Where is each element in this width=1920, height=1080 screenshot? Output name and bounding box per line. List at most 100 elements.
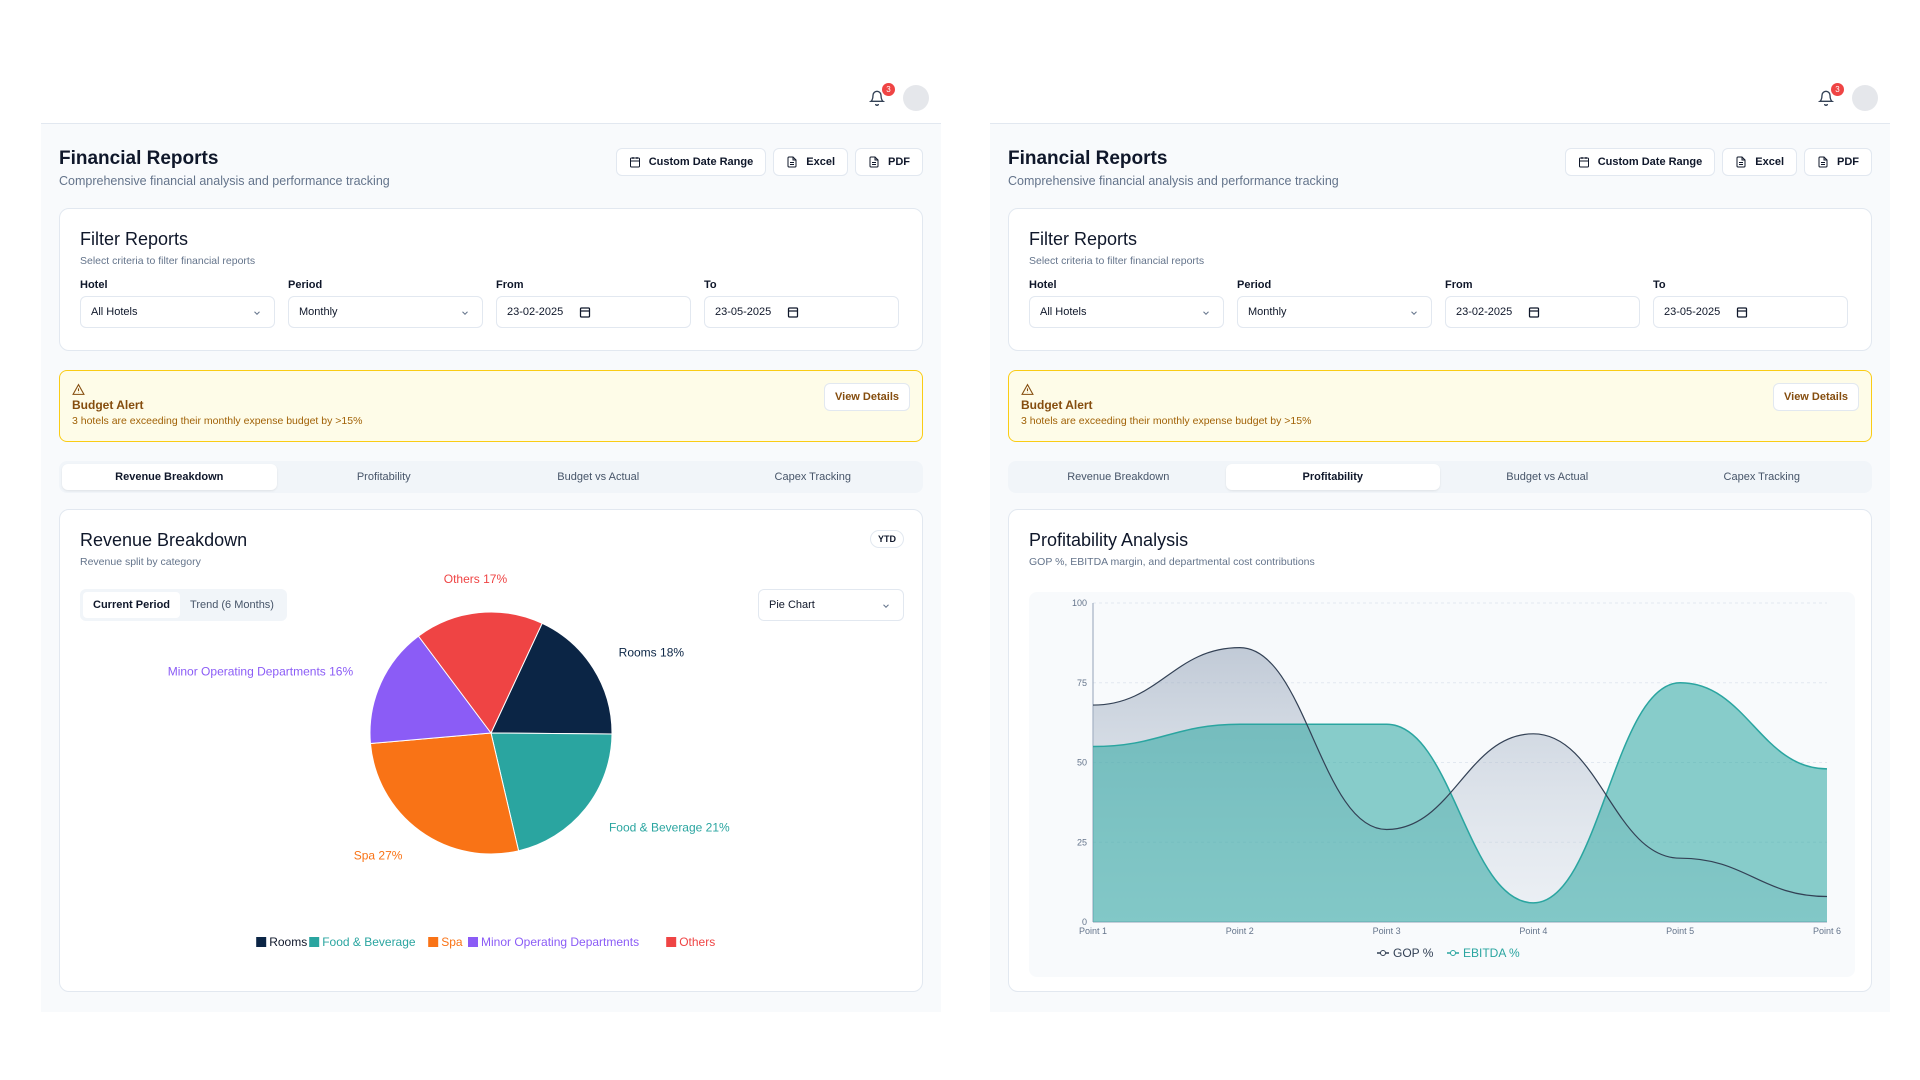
pdf-label: PDF: [888, 156, 910, 168]
excel-label: Excel: [1755, 156, 1784, 168]
to-field: To 23-05-2025: [704, 279, 899, 328]
hotel-label: Hotel: [80, 279, 108, 291]
from-date-input[interactable]: 23-02-2025: [1445, 296, 1640, 328]
pie-slice-rooms[interactable]: [490, 622, 613, 735]
hotel-label: Hotel: [1029, 279, 1057, 291]
legend-item[interactable]: Spa: [441, 935, 463, 949]
revenue-card: Revenue Breakdown Revenue split by categ…: [59, 509, 923, 992]
calendar-icon[interactable]: [579, 306, 591, 318]
tab-profitability[interactable]: Profitability: [1225, 464, 1440, 490]
excel-label: Excel: [806, 156, 835, 168]
legend-item[interactable]: Minor Operating Departments: [481, 935, 639, 949]
to-field: To 23-05-2025: [1653, 279, 1848, 328]
hotel-select[interactable]: All Hotels: [80, 296, 275, 328]
y-tick-label: 25: [1077, 837, 1087, 847]
header-actions: Custom Date Range Excel PDF: [1564, 148, 1872, 176]
chevron-down-icon: [1411, 311, 1417, 315]
period-label: Period: [1237, 279, 1272, 291]
tab-budget-vs-actual[interactable]: Budget vs Actual: [1506, 471, 1589, 483]
pie-slice-minor-operating-departments[interactable]: [369, 635, 492, 745]
x-tick-label: Point 3: [1373, 926, 1401, 936]
bell-icon[interactable]: [1818, 90, 1834, 106]
notification-badge: 3: [1831, 83, 1844, 96]
avatar[interactable]: [903, 85, 929, 111]
warning-icon: [72, 383, 85, 395]
from-field: From 23-02-2025: [1445, 279, 1640, 328]
chart-type-value: Pie Chart: [769, 599, 815, 611]
tab-profitability[interactable]: Profitability: [356, 471, 411, 483]
to-date-input[interactable]: 23-05-2025: [1653, 296, 1848, 328]
calendar-icon[interactable]: [1528, 306, 1540, 318]
file-icon: [869, 156, 879, 168]
hotel-value: All Hotels: [1040, 306, 1087, 318]
hotel-select[interactable]: All Hotels: [1029, 296, 1224, 328]
legend-swatch: [428, 937, 439, 947]
excel-button[interactable]: Excel: [773, 148, 848, 176]
legend-item[interactable]: Rooms: [269, 935, 307, 949]
trend-button[interactable]: Trend (6 Months): [190, 599, 274, 611]
legend-item[interactable]: Others: [679, 935, 715, 949]
to-date-input[interactable]: 23-05-2025: [704, 296, 899, 328]
chevron-down-icon: [1203, 311, 1209, 315]
profitability-subtitle: GOP %, EBITDA margin, and departmental c…: [1029, 556, 1315, 568]
period-select[interactable]: Monthly: [1237, 296, 1432, 328]
pie-slice-spa[interactable]: [369, 732, 520, 855]
chevron-down-icon: [883, 604, 889, 608]
tab-capex-tracking[interactable]: Capex Tracking: [1723, 471, 1800, 483]
x-tick-label: Point 5: [1666, 926, 1694, 936]
calendar-icon[interactable]: [787, 306, 799, 318]
ytd-badge: YTD: [870, 530, 904, 548]
y-tick-label: 50: [1077, 758, 1087, 768]
tab-capex-tracking[interactable]: Capex Tracking: [774, 471, 851, 483]
bell-icon[interactable]: [869, 90, 885, 106]
tab-revenue-breakdown[interactable]: Revenue Breakdown: [62, 464, 277, 490]
period-value: Monthly: [299, 306, 338, 318]
y-tick-label: 0: [1082, 917, 1087, 927]
legend-swatch: [256, 937, 267, 947]
to-value: 23-05-2025: [1664, 306, 1721, 318]
excel-button[interactable]: Excel: [1722, 148, 1797, 176]
report-tabs: Revenue Breakdown Profitability Budget v…: [1008, 461, 1872, 493]
pie-label: Others 17%: [444, 572, 508, 586]
current-period-button[interactable]: Current Period: [83, 592, 181, 618]
right-panel: 3 Financial Reports Comprehensive financ…: [990, 72, 1890, 1012]
tab-revenue-breakdown[interactable]: Revenue Breakdown: [1067, 471, 1170, 483]
tab-budget-vs-actual[interactable]: Budget vs Actual: [557, 471, 640, 483]
pdf-button[interactable]: PDF: [855, 148, 923, 176]
avatar[interactable]: [1852, 85, 1878, 111]
pie-label: Rooms 18%: [619, 645, 685, 659]
legend-item[interactable]: Food & Beverage: [322, 935, 416, 949]
custom-date-range-button[interactable]: Custom Date Range: [1564, 148, 1716, 176]
period-select[interactable]: Monthly: [288, 296, 483, 328]
page-subtitle: Comprehensive financial analysis and per…: [59, 174, 390, 188]
pie-slice-others[interactable]: [417, 611, 543, 734]
legend-item[interactable]: GOP %: [1393, 946, 1434, 960]
calendar-icon[interactable]: [1736, 306, 1748, 318]
revenue-title: Revenue Breakdown: [80, 530, 248, 550]
x-tick-label: Point 4: [1519, 926, 1547, 936]
from-date-input[interactable]: 23-02-2025: [496, 296, 691, 328]
custom-date-range-label: Custom Date Range: [648, 156, 754, 168]
page-subtitle: Comprehensive financial analysis and per…: [1008, 174, 1339, 188]
pie-slice-food-beverage[interactable]: [490, 732, 613, 852]
view-details-button[interactable]: View Details: [1773, 383, 1859, 411]
period-toggle: Current Period Trend (6 Months): [80, 589, 287, 621]
chart-type-select[interactable]: Pie Chart: [758, 589, 904, 621]
legend-swatch: [666, 937, 677, 947]
filter-title: Filter Reports: [1029, 229, 1138, 249]
budget-alert: Budget Alert 3 hotels are exceeding thei…: [1008, 370, 1872, 442]
alert-title: Budget Alert: [72, 398, 144, 412]
pdf-label: PDF: [1837, 156, 1859, 168]
legend-swatch: [468, 937, 478, 947]
custom-date-range-button[interactable]: Custom Date Range: [615, 148, 767, 176]
pie-label: Spa 27%: [354, 848, 403, 862]
view-details-button[interactable]: View Details: [824, 383, 910, 411]
revenue-subtitle: Revenue split by category: [80, 556, 201, 568]
alert-title: Budget Alert: [1021, 398, 1093, 412]
calendar-icon: [1578, 157, 1589, 168]
pdf-button[interactable]: PDF: [1804, 148, 1872, 176]
budget-alert: Budget Alert 3 hotels are exceeding thei…: [59, 370, 923, 442]
pie-label: Food & Beverage 21%: [609, 820, 730, 834]
legend-item[interactable]: EBITDA %: [1463, 946, 1520, 960]
filter-subtitle: Select criteria to filter financial repo…: [1029, 255, 1205, 267]
